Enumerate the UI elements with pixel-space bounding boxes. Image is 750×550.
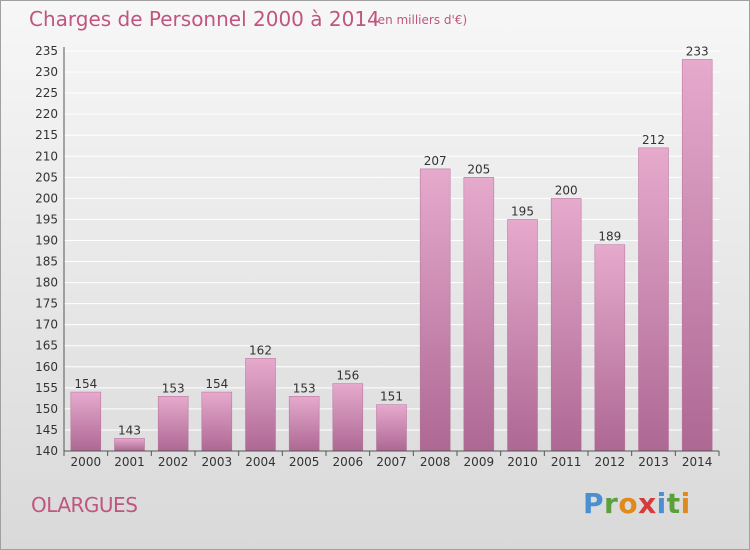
value-label: 205 [467,162,490,176]
y-tick-label: 180 [35,276,58,290]
chart-title: Charges de Personnel 2000 à 2014 [29,7,380,31]
x-tick-label: 2013 [638,455,669,469]
logo-letter: t [666,487,681,520]
y-tick-label: 195 [35,212,58,226]
x-tick-label: 2005 [289,455,320,469]
bar-2008 [419,168,451,452]
value-label: 153 [293,381,316,395]
value-label: 154 [74,377,97,391]
y-tick-label: 140 [35,444,58,458]
bar-2011 [550,198,582,452]
bar-2013 [638,147,669,452]
x-tick-label: 2007 [376,455,407,469]
x-tick-label: 2011 [551,455,582,469]
value-label: 162 [249,343,272,357]
chart-subtitle: (en milliers d'€) [373,13,468,27]
x-tick-label: 2004 [245,455,276,469]
value-label: 154 [205,377,228,391]
y-tick-label: 220 [35,107,58,121]
y-tick-label: 160 [35,360,58,374]
bar-2009 [463,177,495,452]
x-tick-label: 2009 [464,455,495,469]
logo-letter: i [680,487,691,520]
x-tick-label: 2001 [114,455,145,469]
value-label: 189 [598,230,621,244]
value-label: 195 [511,204,534,218]
x-tick-label: 2002 [158,455,189,469]
y-tick-label: 205 [35,170,58,184]
city-name: OLARGUES [31,493,138,517]
bar-2012 [594,244,626,452]
y-tick-label: 170 [35,318,58,332]
y-tick-label: 230 [35,65,58,79]
bar-2000 [70,391,102,452]
x-tick-label: 2000 [71,455,102,469]
x-tick-label: 2014 [682,455,713,469]
logo-letter: r [604,487,619,520]
x-tick-label: 2012 [595,455,626,469]
logo-letter: i [656,487,667,520]
x-tick-label: 2006 [333,455,364,469]
value-label: 233 [686,44,709,58]
value-label: 153 [162,381,185,395]
x-tick-label: 2010 [507,455,538,469]
logo-letter: P [583,487,605,520]
y-tick-label: 225 [35,86,58,100]
y-tick-label: 175 [35,297,58,311]
bar-2014 [681,59,713,452]
bar-2003 [201,391,233,452]
bar-2002 [157,396,189,452]
y-tick-label: 155 [35,381,58,395]
y-tick-label: 185 [35,255,58,269]
y-tick-label: 215 [35,128,58,142]
value-label: 156 [336,369,359,383]
value-label: 151 [380,390,403,404]
bar-2007 [376,404,407,452]
logo-letter: x [638,487,657,520]
proxiti-logo[interactable]: Proxiti [583,487,691,520]
value-label: 143 [118,423,141,437]
value-label: 212 [642,133,665,147]
x-tick-label: 2008 [420,455,451,469]
y-tick-label: 150 [35,402,58,416]
x-tick-label: 2003 [202,455,233,469]
value-label: 200 [555,183,578,197]
logo-letter: o [618,487,639,520]
bar-2001 [114,438,145,452]
y-tick-label: 145 [35,423,58,437]
y-tick-label: 165 [35,339,58,353]
y-tick-label: 235 [35,44,58,58]
y-tick-label: 210 [35,149,58,163]
value-label: 207 [424,154,447,168]
bar-2010 [507,219,538,452]
y-tick-label: 200 [35,191,58,205]
bar-2004 [245,358,276,452]
bar-2005 [288,396,320,452]
y-tick-label: 190 [35,233,58,247]
bar-2006 [332,383,364,452]
